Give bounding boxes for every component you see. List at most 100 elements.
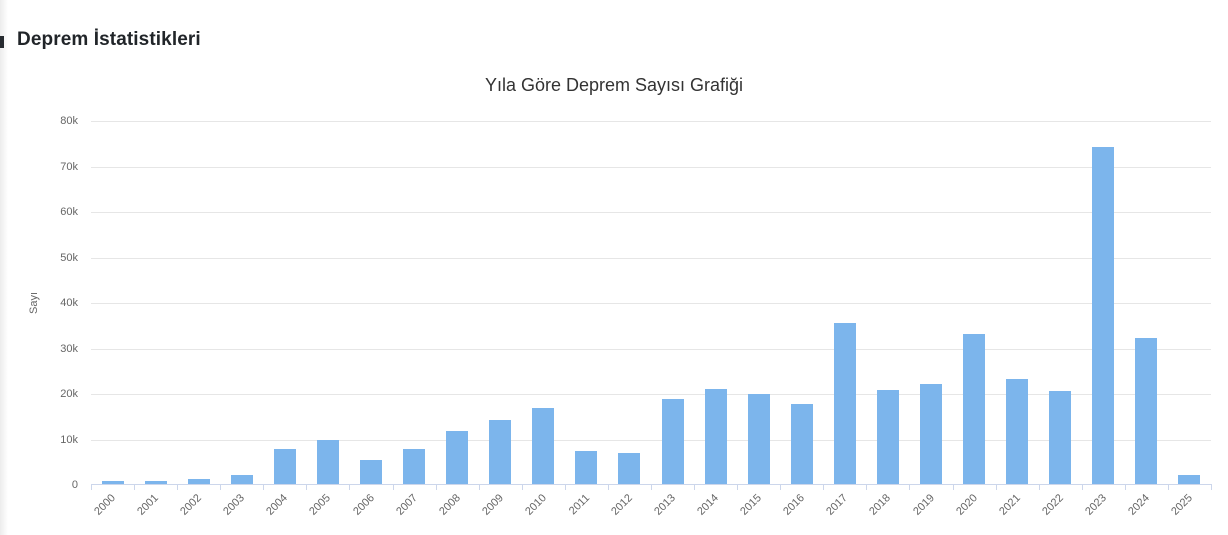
- xaxis-tick: [952, 484, 954, 490]
- xaxis-tick: [1167, 484, 1169, 490]
- bar-2011[interactable]: [575, 451, 598, 484]
- bar-2019[interactable]: [920, 384, 942, 484]
- chart-title: Yıla Göre Deprem Sayısı Grafiği: [484, 75, 744, 95]
- bar-2010[interactable]: [532, 408, 555, 484]
- xaxis-label-2014: 2014: [695, 492, 722, 518]
- gridline-70k: [91, 166, 1211, 168]
- yaxis-tick-label: 70k: [60, 160, 78, 173]
- gridline-80k: [91, 121, 1211, 122]
- xaxis-tick: [134, 484, 136, 490]
- xaxis-label-2020: 2020: [953, 492, 980, 518]
- bar-2021[interactable]: [1006, 378, 1029, 484]
- yaxis-tick-label: 50k: [60, 251, 78, 264]
- bar-2001[interactable]: [144, 480, 167, 484]
- xaxis-tick: [607, 484, 609, 490]
- bar-2017[interactable]: [833, 322, 856, 484]
- xaxis-tick: [1081, 484, 1083, 490]
- xaxis-label-2025: 2025: [1169, 492, 1195, 518]
- xaxis-tick: [91, 484, 92, 490]
- xaxis-tick: [1038, 484, 1040, 490]
- xaxis-label-2022: 2022: [1039, 492, 1066, 518]
- xaxis-tick: [349, 484, 351, 490]
- gridline-40k: [91, 303, 1211, 304]
- xaxis-tick: [1211, 484, 1212, 490]
- bar-2004[interactable]: [273, 448, 296, 484]
- xaxis-label-2005: 2005: [307, 492, 334, 518]
- xaxis-label-2008: 2008: [436, 492, 463, 518]
- yaxis-tick-label: 10k: [60, 433, 78, 446]
- bar-2002[interactable]: [187, 478, 210, 484]
- bar-2009[interactable]: [489, 420, 512, 484]
- xaxis-tick: [651, 484, 652, 490]
- xaxis-tick: [909, 484, 911, 490]
- bar-2016[interactable]: [790, 404, 813, 484]
- xaxis-tick: [306, 484, 308, 490]
- xaxis-tick: [866, 484, 868, 490]
- bar-2000[interactable]: [101, 480, 124, 484]
- page-edge-shadow: [0, 0, 8, 535]
- xaxis-label-2023: 2023: [1082, 492, 1109, 518]
- xaxis-label-2015: 2015: [738, 492, 765, 518]
- bar-2007[interactable]: [403, 448, 426, 484]
- xaxis-label-2010: 2010: [522, 492, 549, 518]
- xaxis-label-2012: 2012: [609, 492, 635, 518]
- bar-2024[interactable]: [1135, 338, 1158, 484]
- yaxis-tick-label: 0: [71, 479, 78, 491]
- gridline-10k: [91, 439, 1211, 441]
- xaxis-tick: [392, 484, 394, 490]
- yaxis-tick-label: 40k: [60, 297, 78, 309]
- xaxis-label-2016: 2016: [781, 492, 808, 518]
- yaxis-title: Sayı: [28, 291, 40, 315]
- xaxis-tick: [220, 484, 222, 490]
- bar-2025[interactable]: [1178, 475, 1201, 484]
- bar-2013[interactable]: [661, 399, 684, 484]
- xaxis-label-2018: 2018: [867, 492, 894, 518]
- bar-2022[interactable]: [1049, 390, 1072, 484]
- xaxis-label-2011: 2011: [566, 492, 592, 518]
- xaxis-label-2001: 2001: [135, 492, 162, 518]
- xaxis-tick: [737, 484, 739, 490]
- bar-2003[interactable]: [230, 474, 253, 484]
- xaxis-label-2006: 2006: [350, 492, 377, 518]
- xaxis-label-2004: 2004: [264, 492, 291, 518]
- bar-2023[interactable]: [1092, 146, 1115, 484]
- yaxis-tick-label: 60k: [60, 206, 78, 218]
- bar-2005[interactable]: [316, 440, 339, 484]
- bar-2020[interactable]: [963, 334, 986, 484]
- xaxis-tick: [478, 484, 480, 490]
- plot-area: 0 10k 20k 30k 40k 50k 60k 70k 80k 2000 2001 2002 200…: [60, 115, 1212, 518]
- xaxis-label-2009: 2009: [479, 492, 506, 518]
- xaxis-label-2000: 2000: [92, 492, 119, 518]
- xaxis-tick: [694, 484, 696, 490]
- xaxis-label-2024: 2024: [1126, 492, 1152, 518]
- bar-2006[interactable]: [360, 460, 382, 484]
- gridline-60k: [91, 212, 1211, 213]
- xaxis-label-2003: 2003: [221, 492, 248, 518]
- xaxis-label-2002: 2002: [178, 492, 205, 518]
- xaxis-label-2013: 2013: [652, 492, 679, 518]
- gridline-20k: [91, 394, 1211, 395]
- bar-2015[interactable]: [747, 393, 770, 484]
- xaxis-tick: [521, 484, 523, 490]
- yaxis-tick-label: 80k: [60, 115, 78, 127]
- xaxis-tick: [823, 484, 825, 490]
- xaxis-label-2019: 2019: [910, 492, 937, 518]
- gridline-50k: [91, 257, 1211, 259]
- xaxis-tick: [780, 484, 782, 490]
- xaxis-tick: [263, 484, 265, 490]
- bar-2014[interactable]: [704, 389, 727, 484]
- xaxis-tick: [995, 484, 997, 490]
- xaxis-tick: [177, 484, 179, 490]
- yaxis-tick-label: 30k: [60, 342, 78, 355]
- xaxis-tick: [1124, 484, 1126, 490]
- bar-2008[interactable]: [446, 430, 469, 484]
- xaxis-label-2007: 2007: [393, 492, 420, 518]
- xaxis-tick: [564, 484, 566, 490]
- clipped-element-fragment: [0, 36, 4, 48]
- bar-2018[interactable]: [876, 389, 899, 484]
- gridline-30k: [91, 348, 1211, 350]
- xaxis-label-2021: 2021: [996, 492, 1023, 518]
- xaxis-tick: [435, 484, 437, 490]
- bar-2012[interactable]: [618, 452, 641, 484]
